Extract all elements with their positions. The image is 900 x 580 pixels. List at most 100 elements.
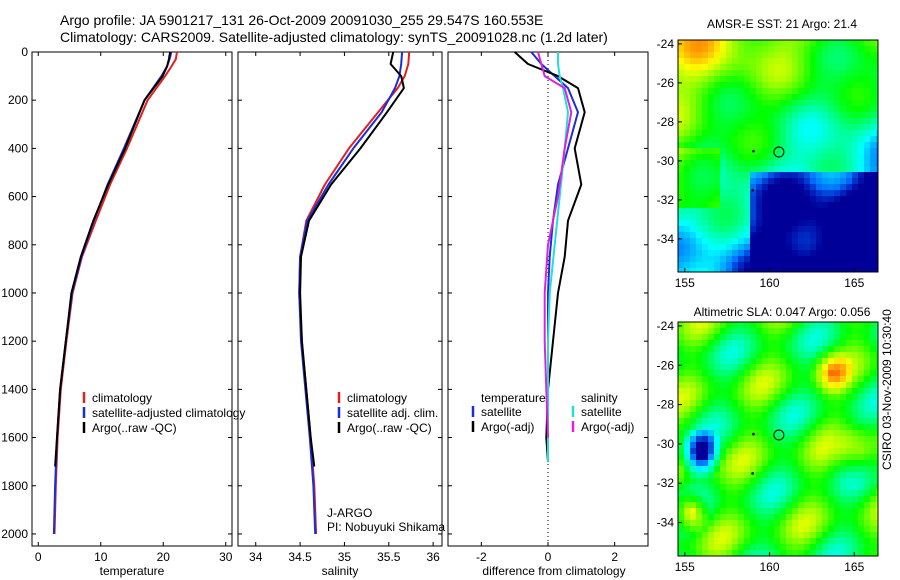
- map-pixel: [696, 172, 702, 178]
- map-pixel: [696, 214, 702, 220]
- map-pixel: [714, 46, 720, 52]
- map-pixel: [768, 382, 774, 388]
- map-pixel: [834, 214, 840, 220]
- map-pixel: [708, 142, 714, 148]
- map-pixel: [852, 70, 858, 76]
- map-pixel: [864, 424, 870, 430]
- map-pixel: [768, 508, 774, 514]
- map-pixel: [696, 466, 702, 472]
- map-pixel: [804, 154, 810, 160]
- map-pixel: [714, 238, 720, 244]
- map-pixel: [678, 436, 684, 442]
- map-pixel: [834, 436, 840, 442]
- map-pixel: [864, 220, 870, 226]
- map-pixel: [792, 430, 798, 436]
- map-pixel: [798, 442, 804, 448]
- map-pixel: [810, 526, 816, 532]
- map-x-tick-label: 160: [760, 276, 780, 290]
- map-pixel: [792, 478, 798, 484]
- map-pixel: [696, 190, 702, 196]
- map-pixel: [696, 388, 702, 394]
- map-pixel: [804, 58, 810, 64]
- map-pixel: [768, 448, 774, 454]
- map-pixel: [828, 334, 834, 340]
- map-pixel: [684, 88, 690, 94]
- map-pixel: [846, 412, 852, 418]
- map-pixel: [684, 160, 690, 166]
- map-pixel: [834, 370, 840, 376]
- map-pixel: [702, 94, 708, 100]
- map-pixel: [738, 370, 744, 376]
- map-pixel: [738, 502, 744, 508]
- map-pixel: [726, 154, 732, 160]
- map-pixel: [858, 484, 864, 490]
- map-pixel: [756, 64, 762, 70]
- map-pixel: [732, 490, 738, 496]
- map-pixel: [792, 70, 798, 76]
- map-pixel: [738, 172, 744, 178]
- map-pixel: [714, 340, 720, 346]
- map-pixel: [876, 514, 878, 520]
- map-pixel: [720, 88, 726, 94]
- map-pixel: [822, 334, 828, 340]
- map-pixel: [708, 202, 714, 208]
- map-pixel: [780, 226, 786, 232]
- map-pixel: [708, 538, 714, 544]
- map-pixel: [762, 382, 768, 388]
- map-pixel: [864, 406, 870, 412]
- map-pixel: [834, 88, 840, 94]
- map-pixel: [786, 436, 792, 442]
- map-pixel: [702, 136, 708, 142]
- map-pixel: [804, 394, 810, 400]
- map-pixel: [858, 334, 864, 340]
- map-pixel: [732, 376, 738, 382]
- map-pixel: [678, 472, 684, 478]
- map-pixel: [846, 82, 852, 88]
- map-pixel: [678, 322, 684, 328]
- map-pixel: [732, 550, 738, 556]
- map-pixel: [774, 382, 780, 388]
- map-pixel: [834, 394, 840, 400]
- map-pixel: [678, 130, 684, 136]
- map-pixel: [684, 346, 690, 352]
- map-pixel: [804, 532, 810, 538]
- map-pixel: [714, 82, 720, 88]
- map-pixel: [732, 442, 738, 448]
- map-pixel: [816, 124, 822, 130]
- map-pixel: [876, 172, 878, 178]
- map-pixel: [780, 220, 786, 226]
- map-pixel: [762, 142, 768, 148]
- map-pixel: [750, 226, 756, 232]
- map-pixel: [846, 40, 852, 46]
- map-pixel: [720, 424, 726, 430]
- map-pixel: [864, 106, 870, 112]
- map-pixel: [858, 142, 864, 148]
- map-pixel: [798, 430, 804, 436]
- map-pixel: [720, 106, 726, 112]
- map-pixel: [792, 88, 798, 94]
- map-pixel: [714, 262, 720, 268]
- map-pixel: [732, 478, 738, 484]
- map-pixel: [738, 430, 744, 436]
- map-pixel: [708, 82, 714, 88]
- map-pixel: [708, 46, 714, 52]
- map-pixel: [750, 100, 756, 106]
- map-pixel: [756, 184, 762, 190]
- map-pixel: [816, 58, 822, 64]
- map-pixel: [750, 400, 756, 406]
- map-pixel: [834, 412, 840, 418]
- map-pixel: [690, 406, 696, 412]
- map-pixel: [684, 118, 690, 124]
- map-pixel: [846, 142, 852, 148]
- map-pixel: [726, 340, 732, 346]
- map-pixel: [708, 532, 714, 538]
- map-pixel: [870, 136, 876, 142]
- map-pixel: [834, 430, 840, 436]
- map-pixel: [822, 346, 828, 352]
- map-pixel: [870, 544, 876, 550]
- map-pixel: [708, 520, 714, 526]
- map-pixel: [732, 322, 738, 328]
- map-pixel: [732, 532, 738, 538]
- map-pixel: [846, 466, 852, 472]
- map-pixel: [798, 118, 804, 124]
